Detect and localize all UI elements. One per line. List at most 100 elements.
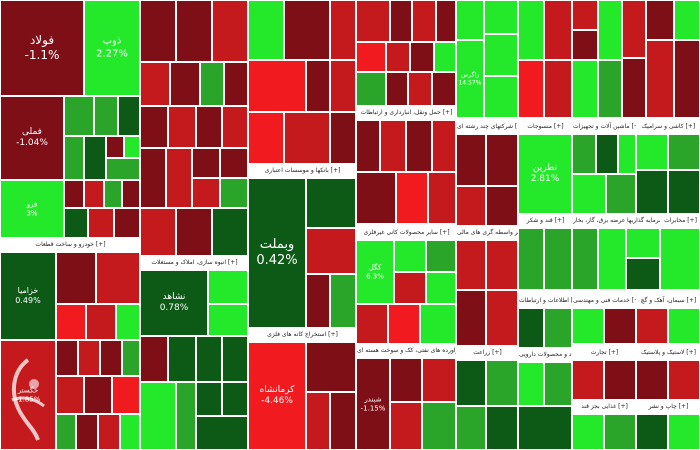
tile[interactable] bbox=[122, 180, 140, 208]
tile-khazamia[interactable]: خزامیا 0.49% bbox=[0, 252, 56, 340]
tile[interactable] bbox=[140, 382, 176, 450]
tile[interactable] bbox=[408, 72, 432, 106]
tile-zob[interactable]: ذوب 2.27% bbox=[84, 0, 140, 96]
tile[interactable] bbox=[76, 414, 98, 450]
tile[interactable] bbox=[544, 362, 572, 406]
tile[interactable] bbox=[646, 40, 674, 118]
tile[interactable] bbox=[84, 136, 106, 180]
tile[interactable] bbox=[284, 112, 330, 164]
tile-zagros[interactable]: زاگرس 14.57% bbox=[456, 40, 484, 118]
tile[interactable] bbox=[356, 0, 390, 42]
header-anbouh[interactable]: انبوه سازی، املاک و مستغلات [+] bbox=[140, 258, 248, 268]
tile[interactable] bbox=[604, 308, 636, 344]
tile[interactable] bbox=[622, 0, 646, 58]
tile[interactable] bbox=[140, 208, 176, 256]
tile[interactable] bbox=[330, 60, 356, 112]
header-zeraat[interactable]: زراعت [+] bbox=[456, 348, 518, 358]
tile[interactable] bbox=[356, 72, 386, 106]
tile[interactable] bbox=[64, 136, 84, 180]
tile[interactable] bbox=[356, 42, 386, 72]
tile[interactable] bbox=[56, 376, 84, 414]
tile[interactable] bbox=[390, 0, 412, 42]
header-mashin[interactable]: ماشین آلات و تجهیزات [+] bbox=[572, 122, 636, 132]
tile[interactable] bbox=[660, 228, 700, 290]
tile[interactable] bbox=[306, 228, 356, 274]
tile[interactable] bbox=[386, 42, 410, 72]
header-sima[interactable]: سیمان، آهک و گچ [+] bbox=[636, 296, 700, 306]
tile[interactable] bbox=[200, 62, 224, 106]
tile[interactable] bbox=[98, 414, 120, 450]
tile[interactable] bbox=[618, 134, 636, 174]
tile[interactable] bbox=[572, 134, 596, 174]
tile[interactable] bbox=[64, 180, 84, 208]
tile[interactable] bbox=[356, 172, 396, 224]
tile[interactable] bbox=[220, 178, 248, 208]
tile[interactable] bbox=[330, 392, 356, 450]
header-mokhaberat[interactable]: مخابرات [+] bbox=[660, 216, 700, 226]
header-sarmaye[interactable]: سرمایه گذاریها [+] bbox=[626, 216, 660, 226]
tile[interactable] bbox=[120, 414, 140, 450]
tile[interactable] bbox=[248, 60, 306, 112]
tile[interactable] bbox=[96, 252, 140, 304]
tile-vebmelat[interactable]: وبملت 0.42% bbox=[248, 178, 306, 328]
tile[interactable] bbox=[420, 304, 456, 344]
tile[interactable] bbox=[306, 60, 330, 112]
header-sayer[interactable]: سایر محصولات کانی غیرفلزی [+] bbox=[356, 228, 456, 238]
tile[interactable] bbox=[426, 272, 456, 304]
tile[interactable] bbox=[394, 240, 426, 272]
tile[interactable] bbox=[196, 106, 222, 148]
tile[interactable] bbox=[64, 96, 94, 136]
tile[interactable] bbox=[518, 308, 544, 348]
tile[interactable] bbox=[56, 252, 96, 304]
tile[interactable] bbox=[456, 240, 486, 290]
tile[interactable] bbox=[572, 360, 604, 400]
tile[interactable] bbox=[306, 178, 356, 228]
tile[interactable] bbox=[114, 208, 140, 238]
tile-foroo[interactable]: فرو 3% bbox=[0, 180, 64, 238]
tile[interactable] bbox=[626, 258, 660, 290]
tile[interactable] bbox=[168, 336, 196, 382]
tile[interactable] bbox=[456, 186, 486, 226]
tile[interactable] bbox=[428, 172, 456, 224]
header-mansoujat[interactable]: منسوجات [+] bbox=[518, 122, 572, 132]
tile[interactable] bbox=[394, 272, 426, 304]
header-kashi[interactable]: کاشی و سرامیک [+] bbox=[636, 122, 700, 132]
tile[interactable] bbox=[486, 186, 518, 226]
tile[interactable] bbox=[56, 304, 86, 340]
tile[interactable] bbox=[56, 340, 78, 376]
tile[interactable] bbox=[544, 308, 572, 348]
tile-kermanshah[interactable]: کرمانشاه -4.46% bbox=[248, 342, 306, 450]
tile[interactable] bbox=[104, 180, 122, 208]
tile[interactable] bbox=[176, 0, 212, 62]
tile[interactable] bbox=[176, 208, 212, 256]
header-daroo[interactable]: مواد و محصولات دارویی [+] bbox=[518, 350, 572, 360]
tile[interactable] bbox=[396, 172, 428, 224]
tile[interactable] bbox=[224, 62, 248, 106]
tile[interactable] bbox=[674, 40, 700, 118]
header-faravarde[interactable]: فراورده های نفتی، کک و سوخت هسته ای [+] bbox=[356, 346, 456, 356]
tile[interactable] bbox=[484, 76, 518, 118]
tile[interactable] bbox=[284, 0, 330, 60]
tile[interactable] bbox=[572, 174, 606, 214]
tile[interactable] bbox=[140, 0, 176, 62]
tile[interactable] bbox=[220, 148, 248, 178]
tile[interactable] bbox=[106, 158, 140, 180]
tile[interactable] bbox=[140, 106, 168, 148]
tile[interactable] bbox=[606, 174, 636, 214]
tile[interactable] bbox=[84, 180, 104, 208]
tile[interactable] bbox=[390, 402, 422, 450]
tile[interactable] bbox=[486, 134, 518, 186]
header-haml[interactable]: حمل ونقل، انبارداری و ارتباطات [+] bbox=[356, 108, 456, 118]
tile-kegol[interactable]: کگل 6.3% bbox=[356, 240, 394, 304]
tile-shabandar[interactable]: شبندر -1.15% bbox=[356, 358, 390, 450]
tile-nasha[interactable]: نشاهد 0.78% bbox=[140, 270, 208, 336]
tile[interactable] bbox=[668, 308, 700, 344]
tile[interactable] bbox=[518, 0, 544, 60]
tile[interactable] bbox=[426, 240, 456, 272]
header-estekhraj[interactable]: استخراج کانه های فلزی [+] bbox=[248, 330, 356, 340]
tile[interactable] bbox=[196, 382, 222, 416]
tile[interactable] bbox=[484, 0, 518, 34]
tile[interactable] bbox=[544, 0, 572, 60]
tile[interactable] bbox=[572, 60, 598, 118]
tile[interactable] bbox=[674, 0, 700, 40]
